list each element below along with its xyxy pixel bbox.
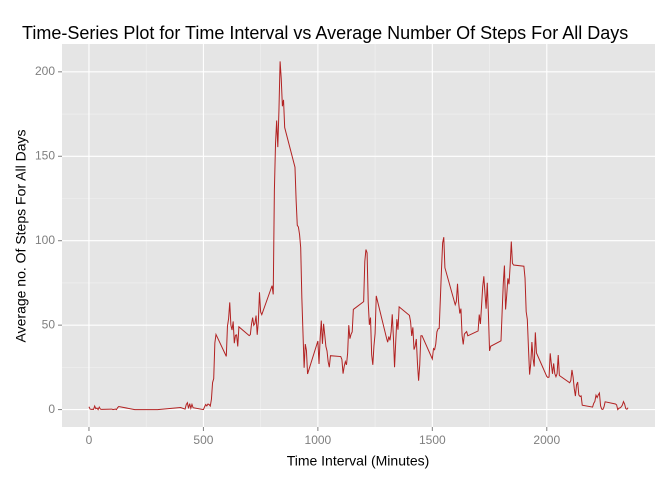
y-axis-title: Average no. Of Steps For All Days: [13, 130, 29, 343]
x-tick-label: 500: [193, 433, 213, 447]
x-axis-title: Time Interval (Minutes): [287, 453, 430, 469]
x-tick-label: 1000: [305, 433, 332, 447]
panel: [62, 44, 655, 427]
y-tick-label: 0: [48, 402, 55, 416]
x-tick-label: 2000: [533, 433, 560, 447]
y-tick-label: 150: [35, 148, 55, 162]
y-tick-label: 200: [35, 64, 55, 78]
x-tick-label: 0: [86, 433, 93, 447]
y-tick-label: 50: [42, 317, 56, 331]
x-tick-label: 1500: [419, 433, 446, 447]
series-line: [88, 61, 629, 411]
chart-title: Time-Series Plot for Time Interval vs Av…: [22, 23, 628, 43]
y-tick-label: 100: [35, 233, 55, 247]
